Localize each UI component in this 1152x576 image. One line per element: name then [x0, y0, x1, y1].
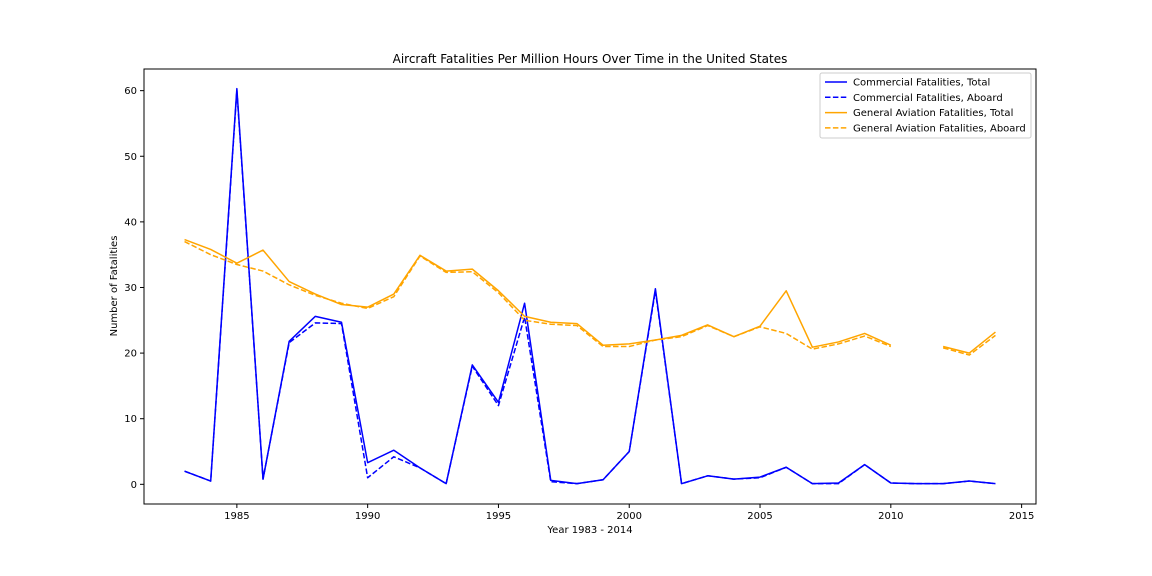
y-tick-label: 30 — [124, 283, 137, 294]
x-tick-label: 2015 — [1009, 511, 1034, 522]
series-line-3 — [184, 238, 996, 354]
series-line-2 — [184, 89, 996, 485]
x-tick-label: 2000 — [617, 511, 642, 522]
legend-box — [819, 72, 1032, 139]
x-axis: 1985 1990 1995 2000 2005 2010 2015 — [224, 504, 1034, 522]
series-line-1 — [184, 87, 996, 485]
x-tick-label: 1990 — [355, 511, 380, 522]
y-tick-label: 10 — [124, 414, 137, 425]
y-tick-label: 0 — [131, 480, 137, 491]
series-line-4 — [184, 240, 996, 356]
legend-label: General Aviation Fatalities, Total — [853, 108, 1013, 119]
y-axis-label: Number of Fatalities — [109, 236, 120, 337]
legend-label: Commercial Fatalities, Total — [853, 78, 990, 89]
legend-label: Commercial Fatalities, Aboard — [853, 93, 1003, 104]
legend-label: General Aviation Fatalities, Aboard — [853, 123, 1026, 134]
x-tick-label: 2010 — [878, 511, 903, 522]
x-tick-label: 2005 — [747, 511, 772, 522]
x-tick-label: 1995 — [486, 511, 511, 522]
y-tick-label: 20 — [124, 349, 137, 360]
y-axis: 0 10 20 30 40 50 60 — [124, 86, 144, 491]
y-tick-label: 40 — [124, 217, 137, 228]
y-tick-label: 60 — [124, 86, 137, 97]
plot-frame — [143, 68, 1037, 505]
x-tick-label: 1985 — [224, 511, 249, 522]
chart-title: Aircraft Fatalities Per Million Hours Ov… — [393, 52, 788, 66]
y-tick-label: 50 — [124, 152, 137, 163]
legend: Commercial Fatalities, Total Commercial F… — [819, 72, 1032, 139]
x-axis-label: Year 1983 - 2014 — [546, 525, 632, 536]
series-layer — [184, 87, 996, 485]
